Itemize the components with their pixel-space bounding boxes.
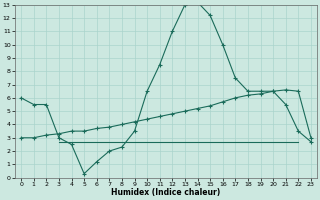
X-axis label: Humidex (Indice chaleur): Humidex (Indice chaleur) (111, 188, 221, 197)
